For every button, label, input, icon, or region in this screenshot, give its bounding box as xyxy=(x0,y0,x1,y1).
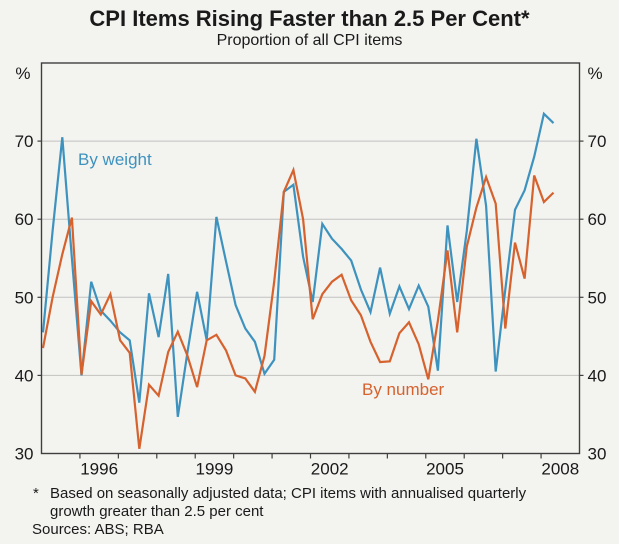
y-axis-unit-right: % xyxy=(588,64,603,83)
legend-by-weight: By weight xyxy=(78,150,152,169)
x-axis-year-label: 2002 xyxy=(311,460,349,479)
legend-by-number: By number xyxy=(362,380,445,399)
y-axis-tick-label-right: 40 xyxy=(588,366,607,385)
y-axis-tick-label-left: 30 xyxy=(15,445,34,464)
y-axis-tick-label-right: 50 xyxy=(588,288,607,307)
plot-border xyxy=(40,62,581,455)
y-axis-unit-left: % xyxy=(15,64,30,83)
footnote-line1: Based on seasonally adjusted data; CPI i… xyxy=(50,485,527,502)
footnote: * Based on seasonally adjusted data; CPI… xyxy=(33,485,593,521)
x-axis-year-label: 2008 xyxy=(541,460,579,479)
chart-title: CPI Items Rising Faster than 2.5 Per Cen… xyxy=(89,6,530,31)
y-axis-tick-label-right: 30 xyxy=(588,445,607,464)
y-axis-tick-label-left: 40 xyxy=(15,366,34,385)
footnote-line2: growth greater than 2.5 per cent xyxy=(50,503,264,520)
series-line-by-number xyxy=(41,166,555,449)
x-axis-year-label: 1999 xyxy=(196,460,234,479)
series-line-by-weight xyxy=(41,111,555,417)
x-axis-year-label: 2005 xyxy=(426,460,464,479)
y-axis-tick-label-right: 70 xyxy=(588,132,607,151)
y-axis-tick-label-left: 70 xyxy=(15,132,34,151)
chart-subtitle: Proportion of all CPI items xyxy=(216,32,403,49)
y-axis-tick-label-right: 60 xyxy=(588,210,607,229)
footnote-marker: * xyxy=(33,485,39,502)
x-axis-year-label: 1996 xyxy=(80,460,118,479)
y-axis-tick-label-left: 50 xyxy=(15,288,34,307)
y-axis-tick-label-left: 60 xyxy=(15,210,34,229)
sources-line: Sources: ABS; RBA xyxy=(32,521,164,538)
